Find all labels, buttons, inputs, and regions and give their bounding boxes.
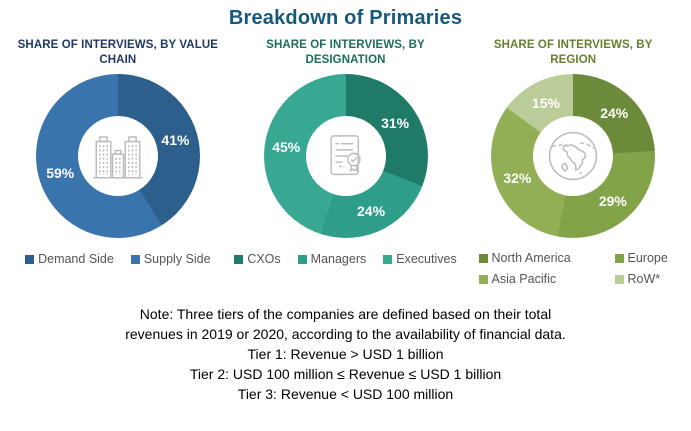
legend-label: CXOs [247,252,281,267]
note-line: Note: Three tiers of the companies are d… [139,306,552,323]
legend-region: North America Europe Asia Pacific RoW* [478,251,668,287]
slice-percentage-label: 32% [503,170,532,187]
chart-column-region: SHARE OF INTERVIEWS, BY REGION [459,36,687,286]
legend-swatch [297,254,307,264]
legend-item-row: RoW* [614,272,668,287]
legend-label: Managers [310,252,367,267]
donut-hole [305,116,386,197]
note-line: Tier 3: Revenue < USD 100 million [237,386,454,403]
legend-swatch [130,254,140,264]
chart-column-designation: SHARE OF INTERVIEWS, BY DESIGNATION [232,36,460,286]
slice-percentage-label: 24% [357,202,386,219]
legend-label: Supply Side [143,252,211,267]
legend-value-chain: Demand Side Supply Side [25,251,211,267]
chart-heading-designation: SHARE OF INTERVIEWS, BY DESIGNATION [266,39,425,67]
legend-swatch [478,274,488,284]
charts-row: SHARE OF INTERVIEWS, BY VALUE CHAIN [0,36,691,286]
legend-swatch [25,254,35,264]
buildings-icon [89,127,147,185]
legend-label: North America [491,251,571,266]
chart-column-value-chain: SHARE OF INTERVIEWS, BY VALUE CHAIN [4,36,232,286]
legend-item-demand-side: Demand Side [25,251,114,267]
chart-heading-value-chain: SHARE OF INTERVIEWS, BY VALUE CHAIN [17,39,218,67]
legend-label: Asia Pacific [491,272,557,287]
legend-item-executives: Executives [383,251,457,267]
legend-label: Demand Side [38,252,114,267]
slice-percentage-label: 24% [600,104,629,121]
legend-swatch [234,254,244,264]
legend-item-north-america: North America [478,251,591,266]
legend-item-europe: Europe [614,251,668,266]
legend-label: Executives [396,252,457,267]
tiers-note: Note: Three tiers of the companies are d… [0,304,691,404]
certificate-icon [318,128,374,184]
note-line: Tier 2: USD 100 million ≤ Revenue ≤ USD … [189,366,502,383]
legend-designation: CXOs Managers Executives [234,251,457,267]
legend-item-asia-pacific: Asia Pacific [478,272,591,287]
donut-chart-designation: 31% 24% 45% [263,74,428,239]
donut-hole [77,116,158,197]
legend-swatch [478,253,488,263]
donut-chart-region: 24% 29% 32% 15% [491,74,656,239]
legend-label: Europe [627,251,668,266]
slice-percentage-label: 41% [161,131,190,148]
donut-chart-value-chain: 41% 59% [35,74,200,239]
globe-icon [543,126,603,186]
legend-item-supply-side: Supply Side [130,251,211,267]
chart-heading-region: SHARE OF INTERVIEWS, BY REGION [493,39,653,67]
legend-item-managers: Managers [297,251,367,267]
donut-hole [533,116,614,197]
slice-percentage-label: 45% [272,138,301,155]
legend-swatch [614,274,624,284]
page-title: Breakdown of Primaries [228,7,463,29]
slice-percentage-label: 29% [598,193,627,210]
slice-percentage-label: 15% [531,94,560,111]
note-line: Tier 1: Revenue > USD 1 billion [247,346,444,363]
slice-percentage-label: 31% [381,114,410,131]
legend-label: RoW* [627,272,661,287]
legend-swatch [614,253,624,263]
legend-swatch [383,254,393,264]
legend-item-cxos: CXOs [234,251,281,267]
slice-percentage-label: 59% [46,165,75,182]
note-line: revenues in 2019 or 2020, according to t… [125,326,566,343]
